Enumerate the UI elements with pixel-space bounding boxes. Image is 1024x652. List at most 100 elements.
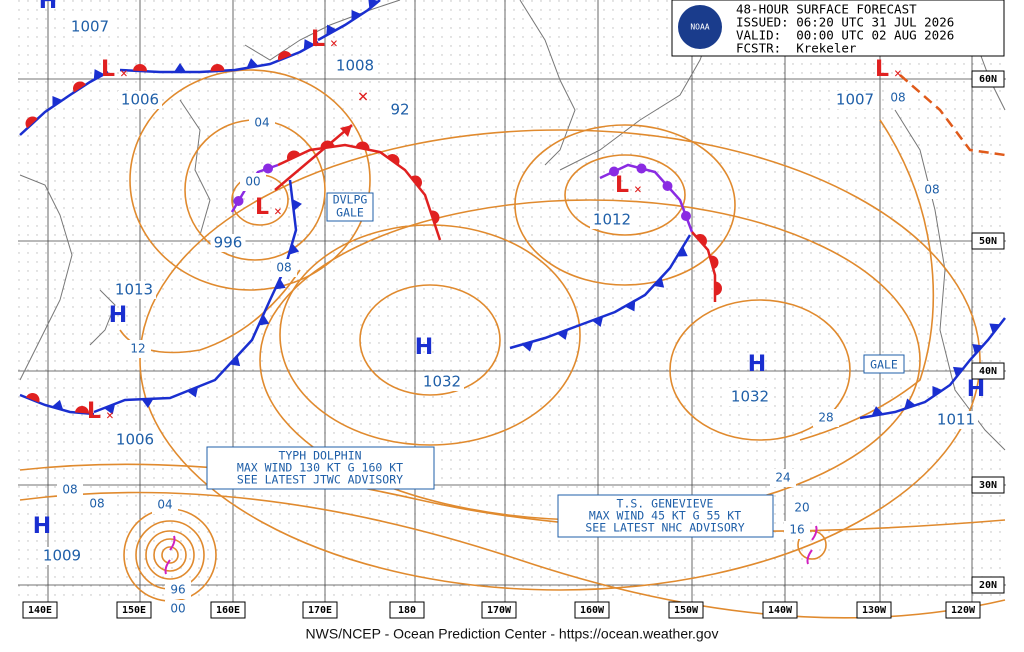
footer: NWS/NCEP - Ocean Prediction Center - htt… bbox=[306, 626, 719, 642]
pressure-value-bg bbox=[118, 91, 162, 109]
longitude-label: 170E bbox=[308, 605, 332, 616]
longitude-label: 160E bbox=[216, 605, 240, 616]
isobar-label: 08 bbox=[276, 261, 291, 275]
longitude-bg bbox=[302, 601, 338, 619]
front bbox=[277, 143, 442, 241]
front bbox=[119, 40, 319, 74]
typhoon-text: TYPH DOLPHIN bbox=[278, 449, 361, 463]
typhoon-box: TYPH DOLPHIN MAX WIND 130 KT G 160 KT SE… bbox=[206, 446, 435, 490]
center-x: × bbox=[634, 183, 642, 198]
forecaster: FCSTR: Krekeler bbox=[736, 41, 857, 56]
front-symbol bbox=[386, 154, 400, 166]
front-symbol bbox=[26, 393, 40, 403]
front-symbol bbox=[278, 51, 292, 61]
isobar-label-bg bbox=[57, 481, 83, 499]
front-symbol bbox=[636, 163, 647, 174]
center-symbol: H bbox=[967, 377, 985, 402]
front-symbol bbox=[871, 406, 884, 417]
pressure-value-bg bbox=[934, 411, 978, 429]
front-symbol bbox=[662, 181, 673, 191]
front-symbol bbox=[229, 355, 241, 367]
front-symbol bbox=[303, 39, 315, 50]
longitude-label: 130W bbox=[862, 605, 887, 616]
header-box bbox=[671, 0, 1005, 57]
front-symbol bbox=[355, 141, 370, 150]
isobar-label-bg bbox=[789, 499, 815, 517]
front bbox=[93, 179, 298, 414]
warning-text: GALE bbox=[336, 206, 364, 220]
pressure-value-bg bbox=[112, 281, 156, 299]
valid: VALID: 00:00 UTC 02 AUG 2026 bbox=[736, 28, 954, 43]
isobar-label-bg bbox=[271, 259, 297, 277]
center-symbol: L bbox=[101, 57, 115, 82]
center-x: × bbox=[106, 409, 114, 424]
isobar-label: 00 bbox=[245, 175, 260, 189]
front-symbol bbox=[75, 405, 90, 414]
isobar-label-bg bbox=[885, 89, 911, 107]
front-symbol bbox=[326, 24, 337, 36]
front-symbol bbox=[556, 329, 569, 340]
front-symbol bbox=[274, 278, 286, 290]
front-symbol bbox=[932, 386, 943, 397]
front-symbol bbox=[681, 211, 691, 221]
pressure-value-bg bbox=[387, 101, 413, 119]
isobar-label-bg bbox=[770, 469, 796, 487]
warning-text: GALE bbox=[870, 358, 898, 372]
coastlines bbox=[19, 0, 1006, 451]
pressure-value-bg bbox=[333, 57, 377, 75]
front-symbol bbox=[904, 398, 916, 409]
longitude-bg bbox=[762, 601, 798, 619]
issued: ISSUED: 06:20 UTC 31 JUL 2026 bbox=[736, 15, 954, 30]
isobar-label: 96 bbox=[170, 583, 185, 597]
isobar-label: 08 bbox=[924, 183, 939, 197]
front-symbol bbox=[676, 246, 688, 257]
pressure-value-bg bbox=[728, 388, 772, 406]
isobar-label-bg bbox=[813, 409, 839, 427]
center-symbol: L bbox=[615, 173, 629, 198]
isobar-label: 24 bbox=[775, 471, 790, 485]
front-symbol bbox=[25, 116, 38, 129]
front-symbol bbox=[368, 0, 379, 9]
pressure-value: 1007 bbox=[836, 91, 874, 109]
storm-text: T.S. GENEVIEVE bbox=[617, 497, 714, 511]
longitude-bg bbox=[22, 601, 58, 619]
pressure-value: 1006 bbox=[116, 431, 154, 449]
longitude-bg bbox=[574, 601, 610, 619]
isobar-label: 00 bbox=[170, 602, 185, 616]
isobar-label-bg bbox=[165, 581, 191, 599]
longitude-bg bbox=[116, 601, 152, 619]
typhoon-text: SEE LATEST JTWC ADVISORY bbox=[237, 473, 403, 487]
longitude-label: 180 bbox=[398, 605, 416, 616]
longitude-label: 140W bbox=[768, 605, 793, 616]
latitude-label: 50N bbox=[979, 236, 997, 247]
warning-text: DVLPG bbox=[333, 193, 368, 207]
center-x: × bbox=[330, 37, 338, 52]
isobar-label: 08 bbox=[89, 497, 104, 511]
pressure-value-bg bbox=[833, 91, 877, 109]
front-symbol bbox=[715, 281, 722, 296]
latitude-label: 30N bbox=[979, 480, 997, 491]
front-symbol bbox=[186, 386, 199, 398]
pressure-value-bg bbox=[590, 211, 634, 229]
pressure-value: 1032 bbox=[423, 373, 461, 391]
front-symbol bbox=[653, 277, 665, 288]
isobar-label: 16 bbox=[789, 523, 804, 537]
front-symbol bbox=[695, 233, 707, 247]
front-symbol bbox=[174, 63, 186, 72]
pressure-value-bg bbox=[40, 547, 84, 565]
isobar-label-bg bbox=[240, 173, 266, 191]
latitude-bg bbox=[971, 476, 1005, 494]
front-symbol bbox=[972, 343, 984, 355]
front-symbol bbox=[351, 9, 362, 21]
front-symbol bbox=[52, 96, 63, 107]
latitude-bg bbox=[971, 576, 1005, 594]
longitude-bg bbox=[210, 601, 246, 619]
front-symbol bbox=[210, 64, 225, 72]
isobar-label: 08 bbox=[890, 91, 905, 105]
front-symbol bbox=[591, 316, 604, 327]
center-x: × bbox=[274, 205, 282, 220]
front-symbol bbox=[286, 150, 301, 161]
pressure-value-bg bbox=[68, 18, 112, 36]
isobar-label-bg bbox=[125, 340, 151, 358]
